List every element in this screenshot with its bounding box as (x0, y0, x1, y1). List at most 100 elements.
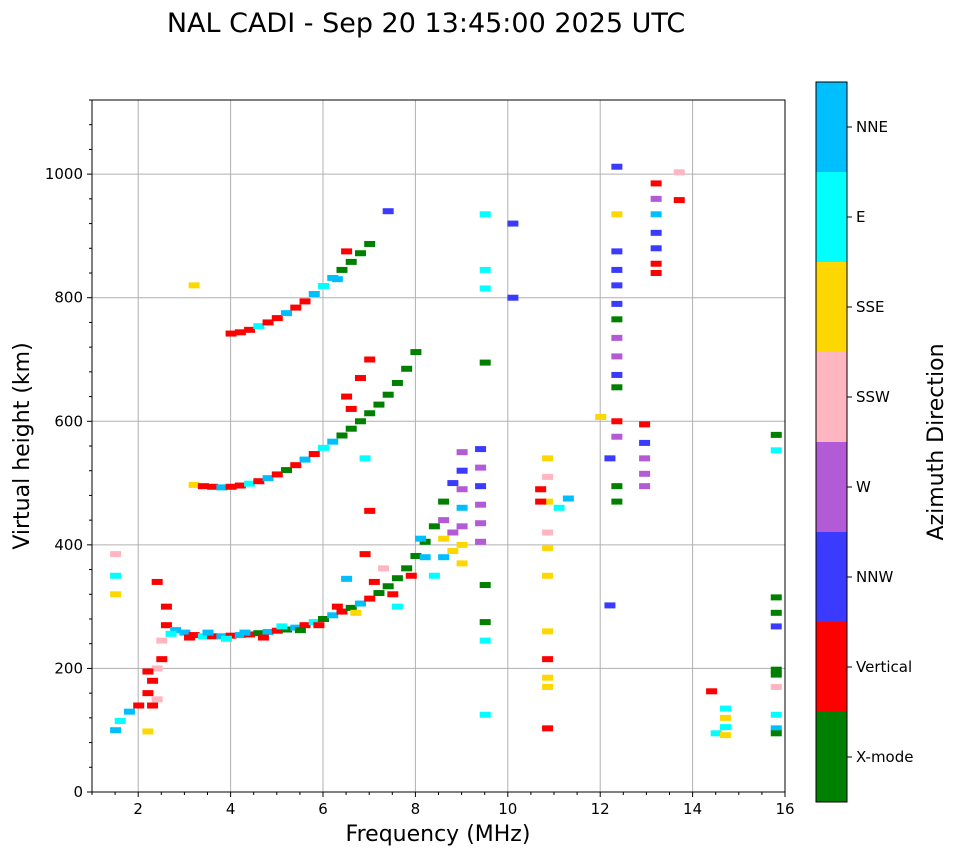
y-tick-label: 1000 (45, 165, 83, 183)
echo-mark (604, 602, 616, 609)
echo-mark (160, 622, 172, 629)
echo-mark (262, 628, 274, 635)
echo-mark (133, 702, 145, 709)
echo-mark (290, 304, 302, 311)
echo-mark (719, 714, 731, 721)
echo-mark (184, 634, 196, 641)
echo-mark (341, 575, 353, 582)
x-tick-label: 4 (226, 800, 236, 818)
echo-mark (611, 316, 623, 323)
echo-mark (220, 635, 232, 642)
echo-mark (479, 711, 491, 718)
echo-mark (373, 401, 385, 408)
echo-mark (479, 619, 491, 626)
echo-mark (650, 229, 662, 236)
echo-mark (405, 572, 417, 579)
echo-mark (123, 708, 135, 715)
echo-mark (770, 447, 782, 454)
colorbar-segment (816, 622, 847, 712)
x-tick-label: 6 (318, 800, 328, 818)
echo-mark (165, 630, 177, 637)
y-axis-label: Virtual height (km) (10, 342, 35, 549)
echo-mark (202, 629, 214, 636)
echo-mark (382, 391, 394, 398)
echo-mark (770, 431, 782, 438)
echo-mark (197, 483, 209, 490)
echo-mark (313, 622, 325, 629)
echo-mark (354, 375, 366, 382)
echo-mark (142, 690, 154, 697)
colorbar-tick-label: Vertical (856, 658, 912, 676)
echo-mark (770, 730, 782, 737)
echo-mark (770, 671, 782, 678)
echo-mark (475, 446, 487, 453)
echo-mark (650, 260, 662, 267)
echo-mark (650, 180, 662, 187)
echo-mark (341, 393, 353, 400)
echo-mark (438, 517, 450, 524)
x-tick-label: 10 (498, 800, 517, 818)
echo-mark (142, 668, 154, 675)
echo-mark (770, 711, 782, 718)
echo-mark (378, 565, 390, 572)
colorbar-segment (816, 712, 847, 802)
echo-mark (359, 455, 371, 462)
echo-mark (650, 195, 662, 202)
echo-mark (639, 455, 651, 462)
echo-mark (611, 266, 623, 273)
echo-mark (535, 486, 547, 493)
echo-mark (479, 637, 491, 644)
echo-mark (611, 300, 623, 307)
echo-mark (271, 471, 283, 478)
echo-mark (475, 520, 487, 527)
x-tick-label: 8 (411, 800, 421, 818)
colorbar-frame (815, 81, 848, 803)
y-tick-label: 400 (54, 536, 83, 554)
echo-mark (299, 622, 311, 629)
echo-mark (373, 590, 385, 597)
echo-mark (331, 603, 343, 610)
echo-mark (475, 501, 487, 508)
echo-mark (542, 628, 554, 635)
echo-mark (542, 498, 554, 505)
x-tick-label: 12 (591, 800, 610, 818)
echo-mark (391, 379, 403, 386)
echo-mark (479, 211, 491, 218)
echo-mark (428, 523, 440, 530)
colorbar-segment (816, 172, 847, 262)
echo-mark (595, 413, 607, 420)
echo-mark (410, 349, 422, 356)
echo-mark (770, 609, 782, 616)
echo-mark (179, 629, 191, 636)
echo-mark (364, 410, 376, 417)
echo-mark (479, 359, 491, 366)
x-tick-label: 14 (683, 800, 702, 818)
echo-mark (327, 438, 339, 445)
echo-mark (151, 665, 163, 672)
echo-mark (770, 666, 782, 673)
y-tick-label: 200 (54, 659, 83, 677)
echo-mark (114, 717, 126, 724)
echo-mark (542, 544, 554, 551)
echo-mark (294, 627, 306, 634)
y-tick-label: 0 (73, 783, 83, 801)
echo-mark (271, 627, 283, 634)
echo-mark (770, 725, 782, 732)
echo-mark (147, 677, 159, 684)
echo-mark (770, 623, 782, 630)
echo-mark (110, 727, 122, 734)
echo-mark (253, 478, 265, 485)
echo-mark (475, 538, 487, 545)
echo-mark (401, 565, 413, 572)
echo-mark (308, 451, 320, 458)
colorbar-tick-label: NNW (856, 568, 893, 586)
echo-mark (110, 572, 122, 579)
echo-mark (542, 572, 554, 579)
echo-mark (639, 483, 651, 490)
colorbar-segment (816, 532, 847, 622)
echo-mark (706, 688, 718, 695)
echo-mark (244, 480, 256, 487)
echo-mark (611, 433, 623, 440)
echo-mark (719, 732, 731, 739)
echo-mark (151, 578, 163, 585)
